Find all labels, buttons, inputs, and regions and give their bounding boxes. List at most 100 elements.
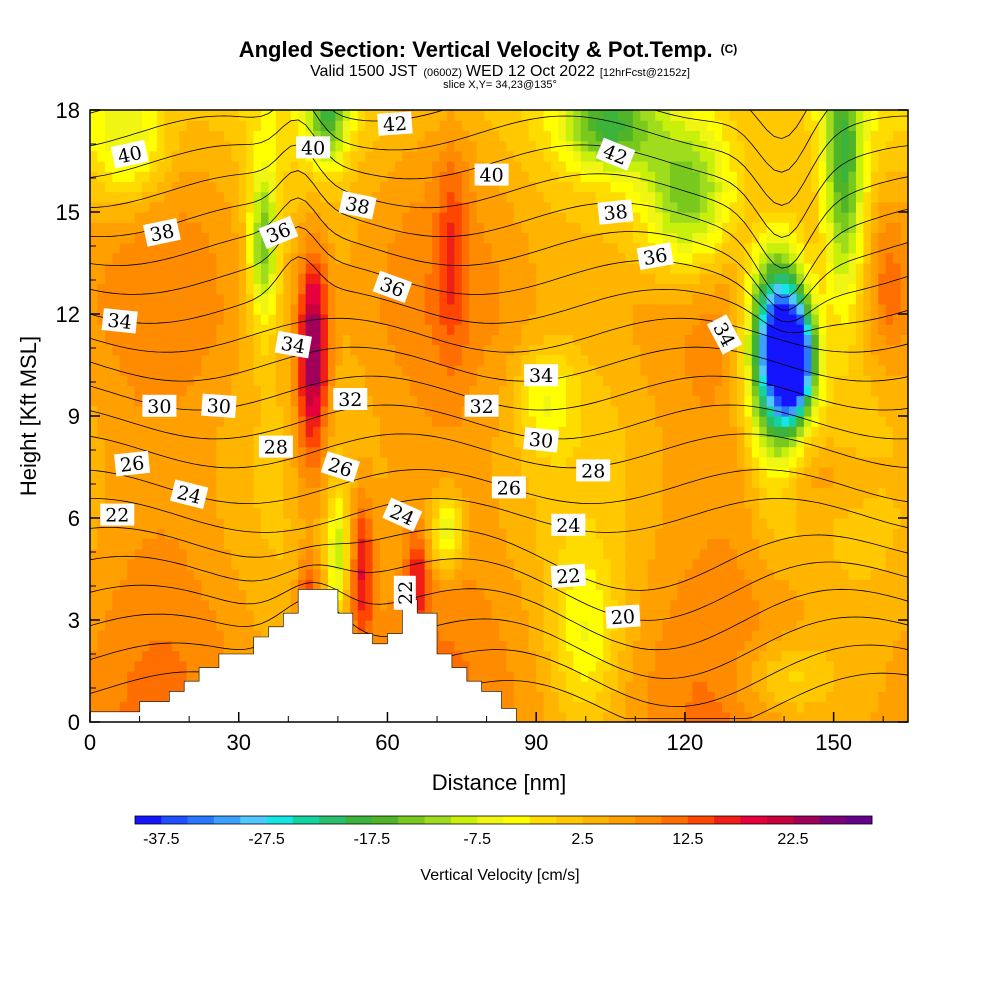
velocity-cell <box>171 334 180 346</box>
velocity-cell <box>194 110 203 121</box>
velocity-cell <box>521 273 530 284</box>
velocity-cell <box>365 222 374 233</box>
velocity-cell <box>238 222 247 233</box>
velocity-cell <box>580 426 589 437</box>
velocity-cell <box>149 487 158 499</box>
velocity-cell <box>565 416 574 427</box>
velocity-cell <box>268 426 277 437</box>
velocity-cell <box>394 528 403 539</box>
velocity-cell <box>670 528 679 539</box>
velocity-cell <box>409 222 418 233</box>
velocity-cell <box>90 620 99 631</box>
velocity-cell <box>261 252 270 264</box>
velocity-cell <box>662 630 671 641</box>
velocity-cell <box>521 263 530 274</box>
velocity-cell <box>104 130 113 142</box>
velocity-cell <box>461 181 470 193</box>
velocity-cell <box>647 620 656 631</box>
velocity-cell <box>357 150 366 162</box>
velocity-cell <box>647 681 656 692</box>
velocity-cell <box>662 528 671 539</box>
velocity-cell <box>365 589 374 601</box>
velocity-cell <box>662 569 671 580</box>
velocity-cell <box>201 293 210 305</box>
velocity-cell <box>454 416 463 427</box>
velocity-cell <box>551 405 560 417</box>
velocity-cell <box>402 395 411 407</box>
velocity-cell <box>476 242 485 254</box>
velocity-cell <box>142 538 151 550</box>
velocity-cell <box>699 273 708 284</box>
velocity-cell <box>670 161 679 172</box>
velocity-cell <box>580 191 589 203</box>
velocity-cell <box>149 273 158 284</box>
velocity-cell <box>610 701 619 713</box>
velocity-cell <box>632 263 641 274</box>
velocity-cell <box>186 191 195 203</box>
velocity-cell <box>588 558 597 570</box>
velocity-cell <box>692 436 701 448</box>
velocity-cell <box>104 150 113 162</box>
velocity-cell <box>536 130 545 142</box>
velocity-cell <box>164 620 173 631</box>
velocity-cell <box>119 242 128 254</box>
velocity-cell <box>625 405 634 417</box>
velocity-cell <box>342 375 351 386</box>
velocity-cell <box>573 426 582 437</box>
velocity-cell <box>156 538 165 550</box>
velocity-cell <box>104 212 113 223</box>
velocity-cell <box>536 650 545 662</box>
velocity-cell <box>134 283 143 295</box>
velocity-cell <box>617 395 627 407</box>
velocity-cell <box>164 416 173 427</box>
velocity-cell <box>216 456 225 468</box>
velocity-cell <box>417 538 426 550</box>
velocity-cell <box>461 426 470 437</box>
velocity-cell <box>677 273 686 284</box>
velocity-cell <box>469 589 478 601</box>
velocity-cell <box>424 558 433 570</box>
velocity-cell <box>647 120 656 131</box>
velocity-cell <box>647 273 656 284</box>
velocity-cell <box>424 385 433 397</box>
velocity-cell <box>97 324 106 335</box>
velocity-cell <box>632 467 641 478</box>
velocity-cell <box>253 222 262 233</box>
velocity-cell <box>142 650 151 662</box>
velocity-cell <box>439 395 448 407</box>
velocity-cell <box>186 518 195 529</box>
velocity-cell <box>194 507 203 519</box>
velocity-cell <box>90 324 99 335</box>
velocity-cell <box>223 201 232 213</box>
velocity-cell <box>595 385 604 397</box>
velocity-cell <box>506 110 515 121</box>
velocity-cell <box>461 630 470 641</box>
velocity-cell <box>684 579 693 590</box>
velocity-cell <box>357 161 366 172</box>
velocity-cell <box>90 405 99 417</box>
velocity-cell <box>402 212 411 223</box>
velocity-cell <box>543 252 552 264</box>
velocity-cell <box>491 650 500 662</box>
velocity-cell <box>551 660 560 672</box>
velocity-cell <box>610 405 619 417</box>
velocity-cell <box>350 405 359 417</box>
velocity-cell <box>558 640 567 652</box>
velocity-cell <box>305 395 314 407</box>
velocity-cell <box>469 365 478 376</box>
velocity-cell <box>610 263 619 274</box>
velocity-cell <box>543 650 552 662</box>
velocity-cell <box>127 620 136 631</box>
velocity-cell <box>446 120 455 131</box>
velocity-cell <box>491 222 500 233</box>
velocity-cell <box>171 681 180 692</box>
velocity-cell <box>402 273 411 284</box>
velocity-cell <box>417 201 426 213</box>
velocity-cell <box>662 599 671 611</box>
velocity-cell <box>580 110 589 121</box>
velocity-cell <box>290 487 299 499</box>
velocity-cell <box>127 263 136 274</box>
velocity-cell <box>104 181 113 193</box>
velocity-cell <box>90 110 99 121</box>
velocity-cell <box>632 120 641 131</box>
